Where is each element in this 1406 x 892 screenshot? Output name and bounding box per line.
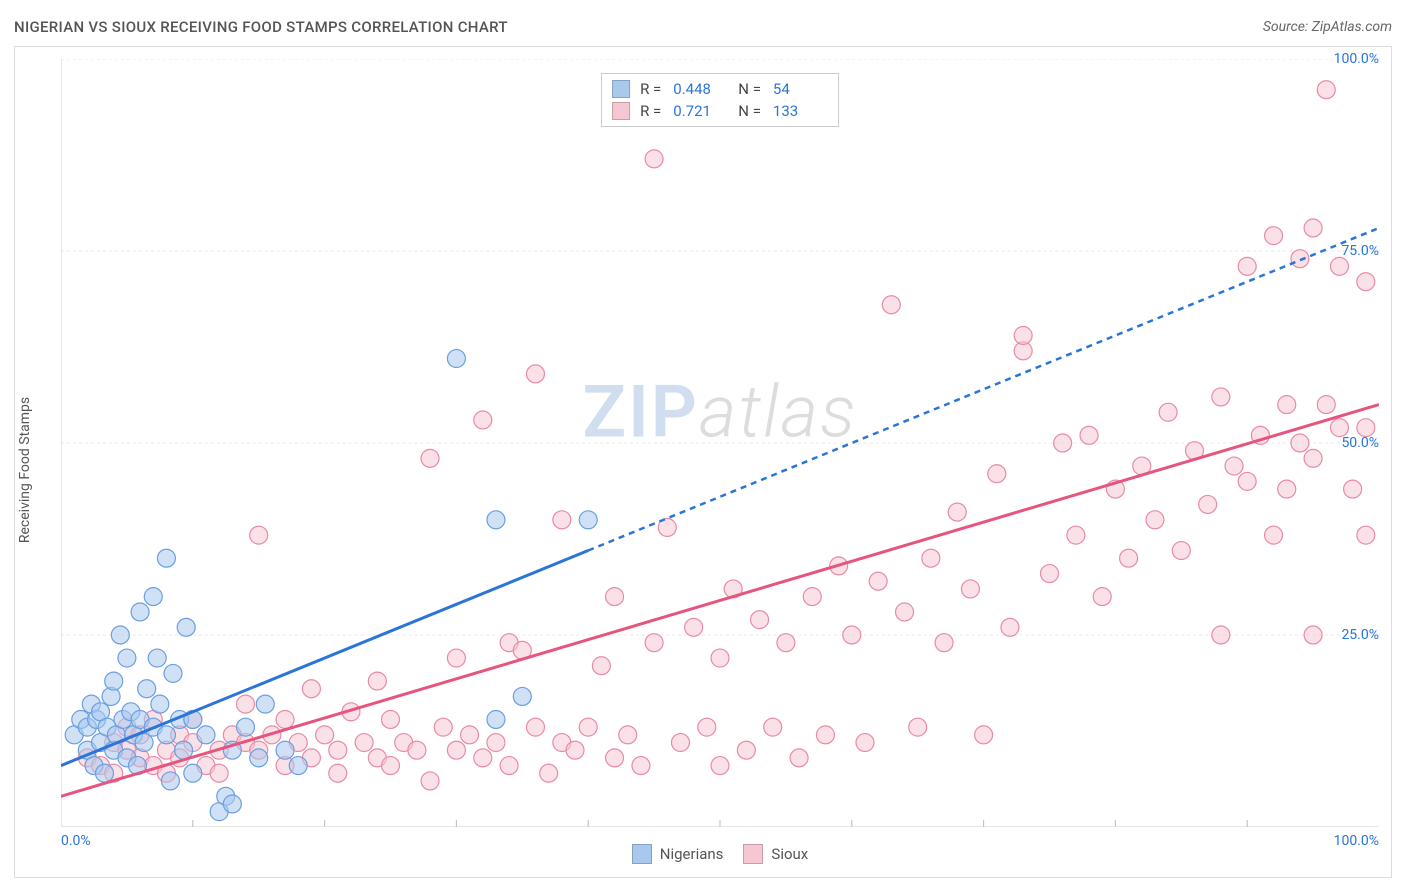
source-prefix: Source: <box>1263 19 1312 35</box>
chart-frame: Receiving Food Stamps ZIPatlas R = 0.448… <box>14 46 1392 878</box>
legend-row-sioux: R = 0.721 N = 133 <box>612 100 828 122</box>
n-label-2: N = <box>738 100 761 122</box>
n-value-nigerians: 54 <box>773 78 818 100</box>
ytick-label: 75.0% <box>1341 243 1379 259</box>
legend-label-nigerians: Nigerians <box>660 845 724 863</box>
legend-label-sioux: Sioux <box>771 845 808 863</box>
header: NIGERIAN VS SIOUX RECEIVING FOOD STAMPS … <box>14 12 1392 42</box>
legend-item-sioux: Sioux <box>743 844 808 864</box>
ytick-label: 100.0% <box>1334 51 1379 67</box>
r-value-sioux: 0.721 <box>673 100 718 122</box>
r-label: R = <box>640 78 661 100</box>
legend-statistics-box: R = 0.448 N = 54 R = 0.721 N = 133 <box>601 73 839 127</box>
scatter-plot-svg <box>61 59 1379 827</box>
r-label-2: R = <box>640 100 661 122</box>
n-value-sioux: 133 <box>773 100 818 122</box>
n-label: N = <box>738 78 761 100</box>
ytick-label: 25.0% <box>1341 627 1379 643</box>
swatch-sioux <box>612 102 630 120</box>
ytick-label: 50.0% <box>1341 435 1379 451</box>
source-attribution: Source: ZipAtlas.com <box>1263 19 1392 35</box>
series-legend: Nigerians Sioux <box>61 839 1379 869</box>
plot-area: ZIPatlas R = 0.448 N = 54 R = 0.721 N = … <box>61 59 1379 827</box>
legend-row-nigerians: R = 0.448 N = 54 <box>612 78 828 100</box>
chart-title: NIGERIAN VS SIOUX RECEIVING FOOD STAMPS … <box>14 18 508 36</box>
source-name: ZipAtlas.com <box>1312 19 1392 35</box>
yaxis-label: Receiving Food Stamps <box>17 397 33 543</box>
r-value-nigerians: 0.448 <box>673 78 718 100</box>
swatch-nigerians <box>612 80 630 98</box>
legend-swatch-sioux <box>743 844 763 864</box>
legend-item-nigerians: Nigerians <box>632 844 724 864</box>
legend-swatch-nigerians <box>632 844 652 864</box>
chart-container: NIGERIAN VS SIOUX RECEIVING FOOD STAMPS … <box>0 0 1406 892</box>
